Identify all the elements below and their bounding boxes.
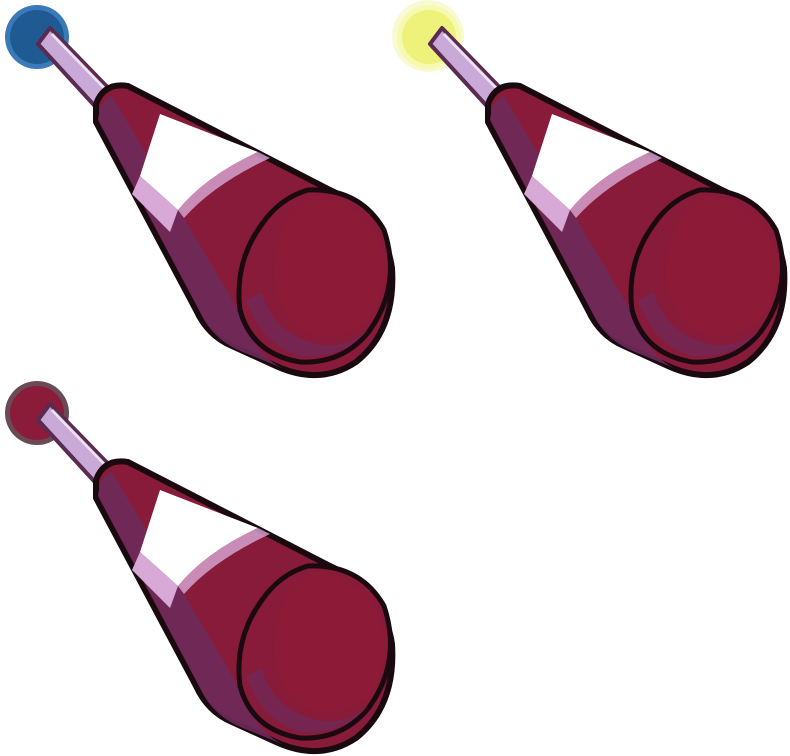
- wand-band-shade: [524, 176, 570, 232]
- wand-band: [140, 490, 258, 586]
- wand-red-tip: [5, 381, 396, 754]
- wand-sprite-blue: [0, 0, 400, 380]
- wand-end-cap-face: [273, 572, 385, 713]
- wand-band: [140, 114, 258, 210]
- wand-band-edge: [178, 152, 270, 218]
- wand-band-shade: [132, 552, 178, 608]
- wand-band-edge: [178, 528, 270, 594]
- stick-highlight: [442, 32, 508, 100]
- wand-band-edge: [570, 152, 662, 218]
- wand-yellow-tip: [392, 0, 788, 378]
- wand-end-cap-shadow: [246, 292, 368, 357]
- wand-sprite-yellow: [392, 0, 790, 380]
- wand-end-cap-face: [273, 196, 385, 337]
- wand-band: [532, 114, 650, 210]
- wand-sprite-red: [0, 376, 400, 756]
- wand-end-cap-face: [665, 196, 777, 337]
- stick-highlight: [50, 408, 116, 476]
- wand-blue-tip: [5, 5, 396, 378]
- wand-end-cap-shadow: [246, 668, 368, 733]
- wand-band-shade: [132, 176, 178, 232]
- stick-highlight: [50, 32, 116, 100]
- wand-end-cap-shadow: [638, 292, 760, 357]
